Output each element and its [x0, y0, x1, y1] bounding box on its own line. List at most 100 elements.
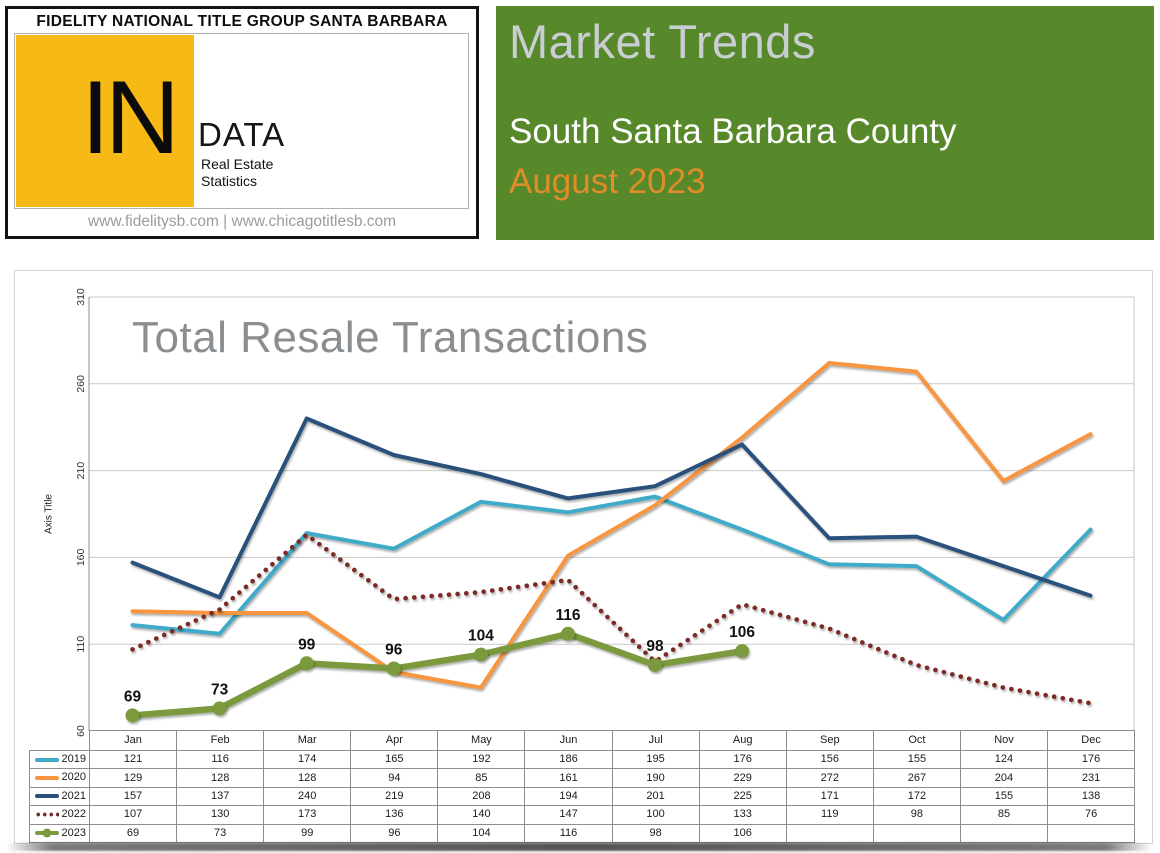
- month-header: Jan: [88, 730, 178, 751]
- table-cell: 172: [872, 786, 961, 807]
- table-cell: 201: [611, 786, 700, 807]
- table-row: 2019 121 116 174 165 192 186 195 176 156 155 124 176: [29, 749, 1136, 770]
- series-line-2023: [129, 630, 746, 719]
- table-cell: 155: [872, 749, 961, 770]
- legend-spacer: [29, 730, 90, 751]
- table-cell: 136: [350, 805, 439, 825]
- table-cell: 76: [1047, 805, 1136, 825]
- logo-subtitle: Real Estate Statistics: [201, 156, 273, 190]
- table-cell: 161: [524, 768, 613, 788]
- table-cell: 128: [176, 768, 265, 788]
- month-header: Jul: [611, 730, 700, 751]
- table-cell: 119: [785, 805, 874, 825]
- table-cell: 240: [263, 786, 352, 807]
- data-label: 106: [729, 624, 755, 641]
- legend-key-2019: [34, 757, 59, 762]
- y-tick-label: 160: [75, 548, 87, 566]
- table-cell: 69: [88, 823, 178, 844]
- brand-logo: IN DATA Real Estate Statistics: [14, 33, 469, 209]
- month-header: Feb: [176, 730, 265, 751]
- table-cell: 98: [872, 805, 961, 825]
- series-marker-2023: [125, 708, 140, 723]
- table-cell: 147: [524, 805, 613, 825]
- legend-year: 2022: [61, 808, 86, 821]
- table-cell: [1047, 823, 1136, 844]
- banner-title: Market Trends: [509, 15, 816, 68]
- month-header: Aug: [698, 730, 787, 751]
- brand-title: FIDELITY NATIONAL TITLE GROUP SANTA BARB…: [36, 13, 448, 30]
- month-header: Mar: [263, 730, 352, 751]
- table-cell: 85: [959, 805, 1049, 825]
- y-axis-title: Axis Title: [44, 494, 55, 534]
- table-cell: 208: [437, 786, 526, 807]
- table-cell: 272: [785, 768, 874, 788]
- table-cell: 129: [88, 768, 178, 788]
- table-row: 2021 157 137 240 219 208 194 201 225 171 172 155 138: [29, 786, 1136, 807]
- chart-panel: 60 110 160 210 260 310 Axis Title 69 73 99 96 104 11…: [14, 270, 1153, 844]
- legend-key-2020: [34, 775, 59, 780]
- table-cell: 124: [959, 749, 1049, 770]
- series-marker-2023: [473, 647, 488, 662]
- chart-title: Total Resale Transactions: [132, 313, 649, 362]
- data-label: 96: [385, 642, 403, 659]
- legend-year: 2020: [61, 771, 86, 784]
- table-cell: 85: [437, 768, 526, 788]
- series-marker-2023: [386, 661, 401, 676]
- table-cell: 94: [350, 768, 439, 788]
- legend-year: 2019: [61, 753, 86, 765]
- series-marker-2023: [212, 701, 227, 716]
- data-label: 98: [646, 638, 664, 655]
- month-header: Nov: [959, 730, 1049, 751]
- legend-year: 2023: [61, 826, 86, 839]
- table-cell: 100: [611, 805, 700, 825]
- table-cell: 104: [437, 823, 526, 844]
- data-label: 69: [124, 688, 142, 705]
- table-cell: 186: [524, 749, 613, 770]
- table-cell: 229: [698, 768, 787, 788]
- legend-cell: 2020: [29, 768, 90, 788]
- table-cell: 157: [88, 786, 178, 807]
- y-tick-label: 210: [75, 462, 87, 480]
- table-cell: 107: [88, 805, 178, 825]
- table-cell: 116: [524, 823, 613, 844]
- banner-subtitle: South Santa Barbara County: [509, 112, 957, 151]
- table-cell: 128: [263, 768, 352, 788]
- table-row: 2023 69 73 99 96 104 116 98 106: [29, 823, 1136, 844]
- table-cell: 133: [698, 805, 787, 825]
- table-cell: 155: [959, 786, 1049, 807]
- logo-in-text: IN: [81, 60, 180, 176]
- brand-websites: www.fidelitysb.com | www.chicagotitlesb.…: [87, 213, 397, 230]
- brand-box: FIDELITY NATIONAL TITLE GROUP SANTA BARB…: [5, 6, 479, 239]
- table-cell: 176: [698, 749, 787, 770]
- table-cell: 171: [785, 786, 874, 807]
- table-cell: 190: [611, 768, 700, 788]
- table-cell: [872, 823, 961, 844]
- table-cell: 195: [611, 749, 700, 770]
- banner-period: August 2023: [509, 162, 706, 201]
- series-line-2022: [130, 531, 1093, 706]
- legend-cell: 2022: [29, 805, 90, 825]
- legend-key-2021: [34, 794, 59, 799]
- table-cell: 138: [1047, 786, 1136, 807]
- chart-data-table: Jan Feb Mar Apr May Jun Jul Aug Sep Oct Nov Dec 2019…: [29, 730, 1136, 844]
- table-cell: 130: [176, 805, 265, 825]
- table-cell: 140: [437, 805, 526, 825]
- series-line-2021: [130, 416, 1093, 600]
- table-cell: 106: [698, 823, 787, 844]
- table-cell: 176: [1047, 749, 1136, 770]
- logo-subtitle-line2: Statistics: [201, 173, 258, 189]
- table-cell: 98: [611, 823, 700, 844]
- data-label: 99: [298, 636, 316, 653]
- legend-cell: 2019: [29, 749, 90, 770]
- table-cell: 156: [785, 749, 874, 770]
- table-cell: 174: [263, 749, 352, 770]
- table-cell: 267: [872, 768, 961, 788]
- table-cell: 192: [437, 749, 526, 770]
- legend-key-2023: [34, 831, 59, 836]
- legend-year: 2021: [61, 789, 86, 802]
- data-label: 73: [211, 681, 229, 698]
- table-cell: 173: [263, 805, 352, 825]
- month-header: Dec: [1047, 730, 1136, 751]
- series-marker-2023: [648, 658, 662, 672]
